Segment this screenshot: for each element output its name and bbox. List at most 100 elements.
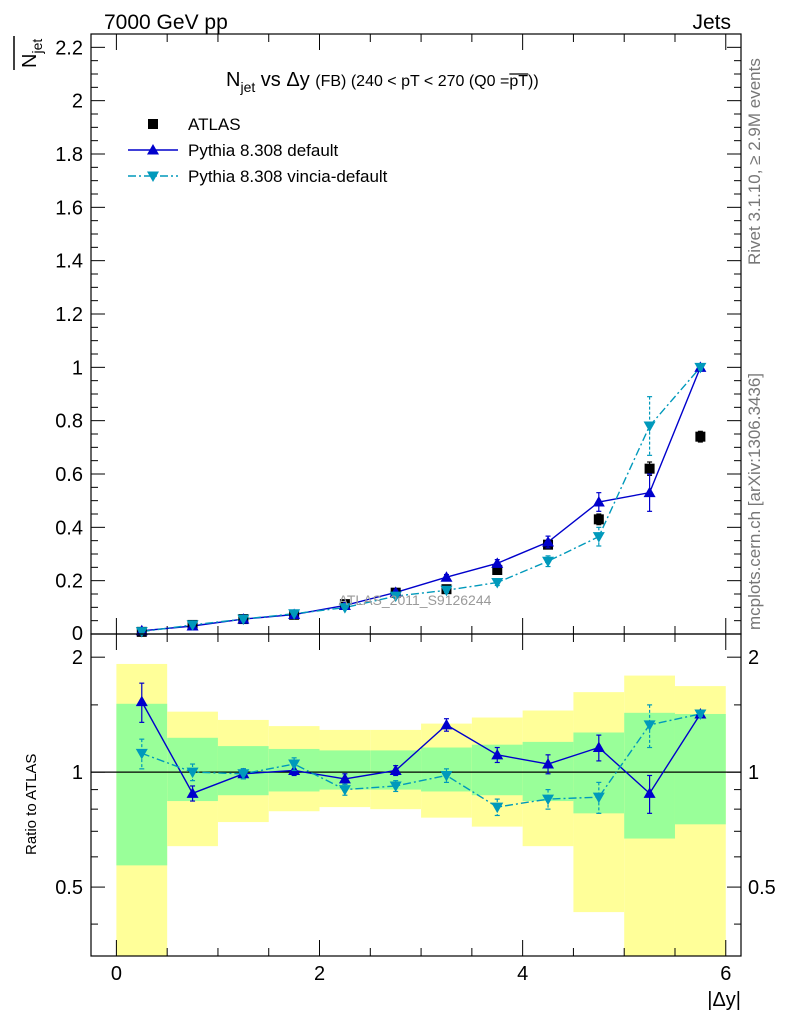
header-energy-label: 7000 GeV pp bbox=[104, 11, 228, 34]
header-category-label: Jets bbox=[692, 11, 731, 34]
vincia-default-point bbox=[288, 609, 301, 620]
main-y-tick-label: 1 bbox=[72, 357, 83, 379]
vincia-default-point bbox=[389, 591, 402, 603]
vincia-default-point bbox=[440, 585, 453, 597]
main-y-axis-label: Njet bbox=[13, 36, 45, 70]
uncertainty-band-green bbox=[116, 703, 168, 866]
legend-vincia-default-label: Pythia 8.308 vincia-default bbox=[188, 167, 388, 186]
ratio-pythia-default-point bbox=[440, 718, 453, 730]
ratio-y-tick-label-right: 2 bbox=[748, 647, 759, 669]
title-cut: (240 < pT < 270 (Q0 = bbox=[346, 73, 509, 90]
pythia-default-point bbox=[592, 496, 605, 507]
ratio-panel: 0.5 0.5 1 1 2 2 0 2 4 6 Ratio to ATLAS |Δy| bbox=[23, 633, 776, 1011]
ratio-vincia-default-point bbox=[491, 802, 504, 814]
vincia-default-point bbox=[338, 603, 351, 614]
y-label-subscript: jet bbox=[29, 39, 45, 55]
ratio-vincia-default-point bbox=[135, 748, 148, 760]
x-tick-label: 4 bbox=[517, 963, 528, 985]
ratio-pythia-default-point bbox=[389, 764, 402, 775]
pythia-default-line bbox=[141, 367, 702, 632]
ratio-pythia-default-point bbox=[491, 748, 504, 760]
main-y-tick-label: 0.8 bbox=[55, 411, 83, 433]
vincia-default-point bbox=[542, 556, 555, 568]
pythia-default-point bbox=[542, 536, 555, 547]
vincia-default-point bbox=[491, 578, 504, 589]
legend-atlas-marker bbox=[148, 119, 158, 129]
x-tick-label: 6 bbox=[720, 963, 731, 985]
ratio-y-tick-label-left: 1 bbox=[72, 762, 83, 784]
ratio-pythia-default-point bbox=[338, 772, 351, 784]
vincia-default-point bbox=[237, 614, 250, 626]
title-fb: (FB) bbox=[315, 73, 346, 90]
vincia-default-point bbox=[694, 362, 707, 374]
main-panel: Njet vs Δy (FB) (240 < pT < 270 (Q0 =pT)… bbox=[13, 33, 742, 645]
vincia-default-point bbox=[643, 421, 656, 432]
ratio-pythia-default-point bbox=[542, 758, 555, 769]
main-y-tick-label: 1.8 bbox=[55, 144, 83, 166]
rivet-version-label: Rivet 3.1.10, ≥ 2.9M events bbox=[745, 58, 764, 265]
ratio-vincia-default-point bbox=[592, 792, 605, 804]
legend: ATLAS Pythia 8.308 default Pythia 8.308 vi… bbox=[128, 115, 388, 186]
main-title: Njet vs Δy (FB) (240 < pT < 270 (Q0 =pT)… bbox=[226, 69, 539, 95]
ratio-vincia-default-line bbox=[141, 713, 701, 808]
svg-text:Njet vs Δy (FB) (240 < pT < 27: Njet vs Δy (FB) (240 < pT < 270 (Q0 =pT)… bbox=[226, 69, 539, 95]
pythia-default-point bbox=[491, 557, 504, 568]
ratio-vincia-default-point bbox=[389, 781, 402, 792]
x-axis-label: |Δy| bbox=[707, 989, 741, 1011]
ratio-vincia-default-point bbox=[643, 720, 656, 731]
ratio-y-tick-label-right: 1 bbox=[748, 762, 759, 784]
ratio-pythia-default-point bbox=[135, 695, 148, 707]
ratio-vincia-default-point bbox=[338, 785, 351, 796]
ratio-pythia-default-point bbox=[643, 787, 656, 798]
x-tick-label: 2 bbox=[314, 963, 325, 985]
title-vs-dy: vs Δy bbox=[255, 69, 315, 91]
x-tick-label: 0 bbox=[111, 963, 122, 985]
atlas-point bbox=[593, 514, 604, 525]
legend-vincia-default-marker bbox=[147, 171, 159, 182]
main-y-tick-label: 0.4 bbox=[55, 517, 83, 539]
legend-pythia-default-label: Pythia 8.308 default bbox=[188, 141, 339, 160]
main-y-tick-label: 1.4 bbox=[55, 251, 83, 273]
atlas-point bbox=[644, 463, 655, 474]
mcplots-reference-label: mcplots.cern.ch [arXiv:1306.3436] bbox=[745, 373, 764, 630]
ratio-vincia-default-point bbox=[186, 767, 199, 779]
ratio-y-tick-label-left: 2 bbox=[72, 647, 83, 669]
main-y-tick-label: 2 bbox=[72, 91, 83, 113]
vincia-default-point bbox=[135, 627, 148, 638]
ratio-vincia-default-point bbox=[440, 770, 453, 782]
main-y-tick-label: 2.2 bbox=[55, 37, 83, 59]
ratio-pythia-default-point bbox=[592, 741, 605, 753]
title-n-subscript: jet bbox=[239, 79, 255, 95]
y-label-n: N bbox=[19, 54, 41, 68]
ratio-plot-frame bbox=[90, 633, 742, 957]
main-y-tick-label: 1.2 bbox=[55, 304, 83, 326]
ratio-y-axis-label: Ratio to ATLAS bbox=[23, 754, 40, 855]
ratio-vincia-default-point bbox=[542, 794, 555, 806]
main-y-tick-label: 0.6 bbox=[55, 464, 83, 486]
main-y-tick-label: 1.6 bbox=[55, 197, 83, 219]
main-y-tick-label: 0.2 bbox=[55, 571, 83, 593]
ratio-pythia-default-point bbox=[186, 787, 199, 798]
title-pt-overline: pT bbox=[509, 73, 528, 90]
svg-text:Njet: Njet bbox=[19, 39, 45, 68]
pythia-default-point bbox=[440, 571, 453, 582]
pythia-default-point bbox=[643, 486, 656, 498]
ratio-vincia-default-point bbox=[694, 709, 707, 720]
vincia-default-point bbox=[186, 620, 199, 631]
analysis-watermark: ATLAS_2011_S9126244 bbox=[339, 592, 492, 608]
atlas-point bbox=[492, 565, 503, 575]
ratio-pythia-default-line bbox=[141, 701, 701, 795]
vincia-default-point bbox=[592, 532, 605, 543]
main-y-zero-label: 0 bbox=[72, 623, 83, 645]
atlas-point bbox=[695, 431, 706, 442]
uncertainty-band-green bbox=[674, 713, 726, 825]
ratio-vincia-default-point bbox=[288, 759, 301, 771]
title-n: N bbox=[226, 69, 240, 91]
legend-atlas-label: ATLAS bbox=[188, 115, 241, 134]
ratio-vincia-default-point bbox=[237, 769, 250, 780]
title-close: )) bbox=[528, 73, 539, 90]
ratio-y-tick-label-left: 0.5 bbox=[55, 877, 83, 899]
legend-pythia-default-marker bbox=[147, 144, 159, 155]
ratio-y-tick-label-right: 0.5 bbox=[748, 877, 776, 899]
